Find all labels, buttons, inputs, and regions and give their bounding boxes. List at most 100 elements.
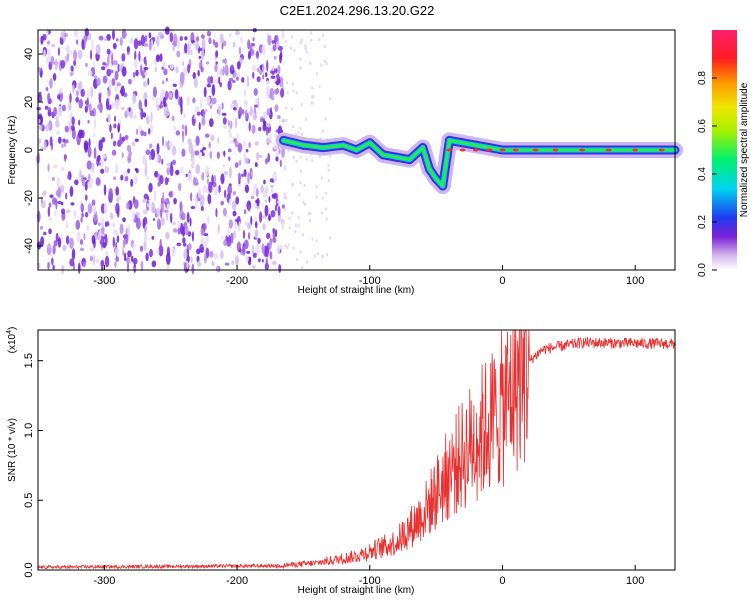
spectrogram-noise-cell: [100, 168, 105, 174]
spectrogram-noise-cell: [95, 259, 100, 264]
spectrogram-noise-cell: [198, 151, 203, 160]
spectrogram-noise-cell: [75, 96, 79, 103]
spectrogram-noise-cell: [77, 129, 83, 139]
spectrogram-noise-cell: [241, 173, 244, 178]
spectrogram-noise-cell: [126, 46, 131, 53]
spectrogram-noise-cell: [36, 106, 42, 111]
spectrogram-noise-cell: [138, 99, 142, 111]
spectrogram-noise-cell: [265, 86, 270, 98]
spectrogram-noise-cell: [291, 107, 294, 111]
spectrogram-noise-cell: [300, 169, 303, 173]
spectrogram-noise-cell: [207, 76, 212, 85]
spectrogram-noise-cell: [112, 222, 116, 228]
spectrogram-noise-cell: [139, 245, 144, 252]
spectrogram-noise-cell: [266, 122, 271, 128]
spectrogram-noise-cell: [157, 218, 160, 227]
spectrogram-noise-cell: [297, 130, 300, 134]
spectrogram-noise-cell: [189, 192, 193, 202]
spectrogram-noise-cell: [256, 67, 260, 73]
spectrogram-noise-cell: [294, 224, 297, 228]
spectrogram-noise-cell: [297, 223, 300, 227]
spectrogram-noise-cell: [147, 203, 151, 208]
spectrogram-noise-cell: [247, 172, 250, 185]
spectrogram-noise-cell: [236, 60, 241, 70]
spectrogram-noise-cell: [93, 254, 96, 266]
spectrogram-noise-cell: [149, 123, 154, 135]
spectrogram-noise-cell: [320, 63, 323, 67]
spectrogram-noise-cell: [133, 175, 138, 185]
spectrogram-noise-cell: [116, 82, 122, 87]
spectrogram-noise-cell: [126, 202, 130, 210]
spectrogram-noise-cell: [91, 234, 96, 245]
spectrogram-noise-cell: [101, 66, 106, 71]
spectrogram-noise-cell: [259, 64, 263, 70]
spectrogram-noise-cell: [235, 76, 239, 81]
spectrogram-noise-cell: [194, 106, 200, 113]
spectrogram-noise-cell: [107, 113, 111, 123]
spectrogram-noise-cell: [176, 38, 181, 50]
spectrogram-noise-cell: [197, 69, 200, 77]
spectrogram-noise-cell: [102, 75, 108, 84]
spectrogram-noise-cell: [254, 141, 260, 146]
spectrogram-noise-cell: [253, 201, 257, 209]
spectrogram-noise-cell: [89, 247, 95, 252]
spectrogram-noise-cell: [200, 34, 205, 40]
spectrogram-noise-cell: [178, 182, 182, 192]
spectrogram-noise-cell: [297, 216, 300, 220]
spectrogram-noise-cell: [286, 91, 289, 95]
spectrogram-noise-cell: [208, 118, 214, 128]
spectrogram-noise-cell: [202, 222, 207, 231]
spectrogram-noise-cell: [270, 75, 276, 79]
spectrogram-noise-cell: [133, 199, 139, 209]
figure-title: C2E1.2024.296.13.20.G22: [280, 3, 435, 18]
spectrogram-noise-cell: [199, 243, 204, 253]
spectrogram-noise-cell: [255, 98, 258, 104]
spectrogram-noise-cell: [143, 232, 148, 244]
spectrogram-noise-cell: [166, 162, 172, 167]
spectrogram-noise-cell: [200, 238, 206, 245]
spectrogram-noise-cell: [97, 222, 101, 226]
spectrogram-noise-cell: [222, 164, 226, 168]
spectrogram-noise-cell: [111, 78, 116, 87]
spectrogram-noise-cell: [290, 35, 293, 39]
spectrogram-noise-cell: [267, 35, 272, 46]
snr-y-tick-label: 0.5: [23, 493, 35, 508]
spectrogram-noise-cell: [190, 40, 196, 44]
spectrogram-noise-cell: [83, 233, 86, 240]
spectrogram-noise-cell: [215, 50, 219, 59]
spectrogram-noise-cell: [292, 89, 295, 93]
spectrogram-noise-cell: [186, 260, 189, 270]
spectrogram-noise-cell: [245, 148, 249, 153]
spectrogram-noise-cell: [80, 216, 83, 223]
spectrogram-noise-cell: [198, 55, 202, 60]
spectrogram-noise-cell: [111, 101, 115, 109]
spectrogram-noise-cell: [81, 212, 85, 218]
spectrogram-noise-cell: [301, 265, 304, 269]
spectrogram-noise-cell: [104, 221, 108, 228]
spectrogram-noise-cell: [165, 77, 168, 82]
spectrogram-noise-cells: [36, 26, 332, 275]
spectrogram-noise-cell: [135, 168, 139, 174]
spectrogram-noise-cell: [208, 141, 212, 149]
spectrogram-noise-cell: [229, 103, 234, 109]
spectrogram-noise-cell: [221, 42, 224, 50]
spectrogram-noise-cell: [291, 82, 294, 86]
spectrogram-noise-cell: [187, 231, 192, 237]
spectrogram-x-tick-label: -100: [359, 275, 381, 287]
spectrogram-noise-cell: [144, 60, 148, 67]
spectrogram-noise-cell: [75, 90, 79, 96]
spectrogram-noise-cell: [80, 202, 83, 212]
spectrogram-noise-cell: [209, 150, 213, 160]
spectrogram-noise-cell: [135, 69, 139, 77]
spectrogram-noise-cell: [269, 131, 272, 141]
spectrogram-noise-cell: [171, 145, 177, 156]
snr-y-scale-note: (x104): [6, 327, 18, 354]
spectrogram-noise-cell: [50, 44, 56, 48]
spectrogram-noise-cell: [212, 181, 217, 188]
spectrogram-noise-cell: [213, 174, 217, 184]
signal-track-peak: [368, 141, 385, 157]
spectrogram-noise-cell: [73, 30, 79, 37]
spectrogram-noise-cell: [190, 205, 196, 210]
spectrogram-noise-cell: [269, 239, 272, 250]
